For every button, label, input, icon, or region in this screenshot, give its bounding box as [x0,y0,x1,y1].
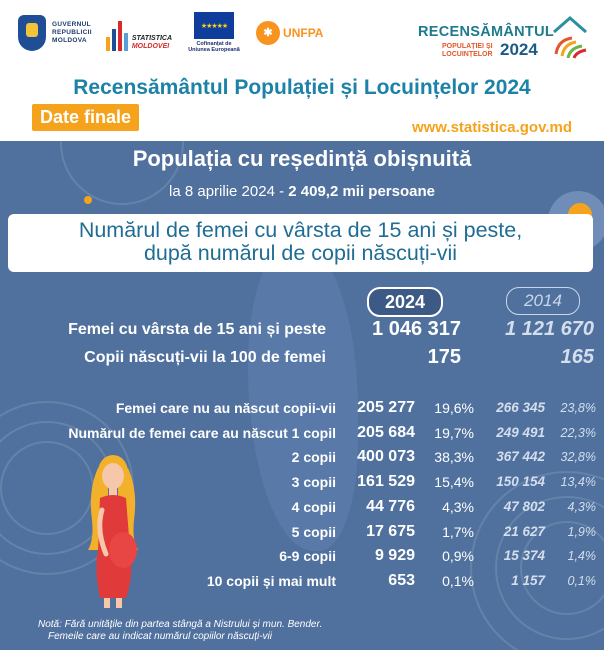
government-logo: GUVERNUL REPUBLICII MOLDOVA [18,14,92,51]
table-row-value-2014: 15 374 [503,548,545,564]
table-row-value-2024: 205 277 [357,399,415,416]
table-row-percent-2014: 1,9% [567,524,597,539]
table-row-value-2014: 150 154 [496,474,545,490]
table-row-percent-2014: 4,3% [567,499,597,514]
table-row-value-2014: 249 491 [496,424,545,440]
main-title: Recensământul Populației și Locuințelor … [73,76,531,99]
pregnant-woman-illustration [88,455,138,608]
government-logo-text: GUVERNUL REPUBLICII MOLDOVA [52,20,92,44]
summary-label: Copii născuți-vii la 100 de femei [84,349,326,366]
coat-of-arms-icon [18,14,46,51]
table-row-percent-2014: 13,4% [560,475,596,490]
table-row-label: 10 copii și mai mult [206,572,336,589]
table-row-value-2024: 9 929 [374,547,415,565]
table-row-percent-2024: 0,9% [442,548,474,565]
final-data-badge: Date finale [32,104,140,131]
eu-logo: ★★★★★ Cofinanțat de Uniunea Europeană [186,12,242,53]
table-row-percent-2024: 4,3% [442,498,474,515]
table-row-percent-2014: 0,1% [567,573,597,588]
year-2024-label: 2024 [367,287,443,317]
table-row-percent-2024: 38,3% [434,449,474,466]
partner-logos: GUVERNUL REPUBLICII MOLDOVA STATISTICA M… [18,12,337,53]
table-row-label: 2 copii [291,449,336,466]
table-row-percent-2014: 23,8% [560,401,596,415]
table-row-value-2024: 44 776 [366,497,415,515]
eu-cofinance-text: Cofinanțat de Uniunea Europeană [188,41,240,53]
table-row-label: 5 copii [291,523,336,540]
table-row-value-2014: 47 802 [503,498,545,514]
table-row-percent-2014: 1,4% [567,549,597,564]
population-heading: Populația cu reședință obișnuită [132,146,472,171]
table-row-percent-2014: 22,3% [560,425,596,440]
website-link[interactable]: www.statistica.gov.md [411,119,572,136]
summary-value-2014: 165 [560,346,594,368]
orange-dot [84,196,92,204]
table-row-percent-2024: 1,7% [442,523,474,540]
table-row-percent-2024: 19,7% [434,424,474,441]
summary-value-2024: 175 [427,346,461,368]
statistics-logo: STATISTICA MOLDOVEI [105,15,172,51]
topic-card: Numărul de femei cu vârsta de 15 ani și … [8,214,593,272]
table-row-label: 4 copii [291,498,336,515]
unfpa-logo: ✱ UNFPA [256,20,323,45]
header: GUVERNUL REPUBLICII MOLDOVA STATISTICA M… [0,0,604,140]
summary-value-2024: 1 046 317 [372,318,461,340]
table-row-value-2024: 161 529 [357,473,415,491]
table-row-label: 6-9 copii [279,548,336,565]
table-row-label: Femei care nu au născut copii-vii [115,400,336,416]
table-row-value-2014: 367 442 [496,449,545,465]
table-row-value-2024: 400 073 [357,448,415,466]
population-date-line: la 8 aprilie 2024 - 2 409,2 mii persoane [169,183,435,200]
table-row-percent-2024: 0,1% [442,572,474,589]
unfpa-people-icon: ✱ [256,20,281,45]
year-2014-label: 2014 [506,287,580,315]
table-row-value-2014: 21 627 [503,523,545,539]
summary-value-2014: 1 121 670 [505,318,594,340]
table-row-value-2024: 653 [388,571,415,589]
eu-flag-icon: ★★★★★ [194,12,235,39]
statistics-bars-icon [105,20,130,51]
table-row-percent-2024: 15,4% [434,474,474,491]
table-row-percent-2024: 19,6% [434,400,474,416]
footnote: Notă: Fără unitățile din partea stângă a… [38,619,323,642]
census-logo: RECENSĂMÂNTUL POPULAȚIEI ȘI LOCUINȚELOR … [418,10,588,60]
table-row-percent-2014: 32,8% [560,450,596,465]
census-house-swirl-icon [553,16,587,59]
table-row-value-2014: 266 345 [496,400,545,415]
summary-label: Femei cu vârsta de 15 ani și peste [68,321,326,338]
table-row-label: 3 copii [291,474,336,491]
table-row-value-2024: 205 684 [357,423,415,441]
table-row-value-2024: 17 675 [366,522,415,540]
table-row-value-2014: 1 157 [511,572,545,588]
table-row-label: Numărul de femei care au născut 1 copil [68,424,336,441]
